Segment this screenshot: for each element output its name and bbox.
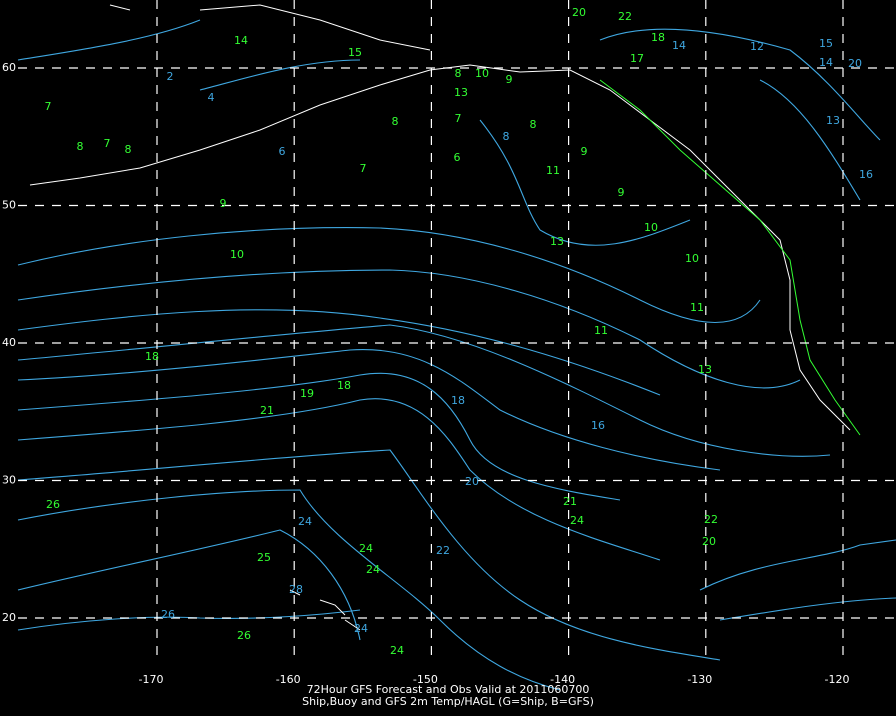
ship-obs: 20 (702, 535, 716, 548)
ship-obs: 24 (390, 644, 404, 657)
ship-obs: 22 (618, 10, 632, 23)
gfs-label: 28 (289, 583, 303, 596)
ship-obs: 8 (77, 140, 84, 153)
ship-obs: 6 (454, 151, 461, 164)
ship-obs: 13 (698, 363, 712, 376)
lat-label: 50 (2, 199, 16, 212)
ship-obs: 18 (145, 350, 159, 363)
ship-obs: 10 (475, 67, 489, 80)
lat-label: 60 (2, 61, 16, 74)
lon-label: -170 (139, 673, 164, 686)
lon-label: -140 (550, 673, 575, 686)
gfs-label: 26 (161, 608, 175, 621)
ship-obs: 11 (594, 324, 608, 337)
gfs-label: 16 (859, 168, 873, 181)
ship-obs: 8 (455, 67, 462, 80)
ship-obs: 8 (125, 143, 132, 156)
contours (17, 19, 896, 691)
ship-obs: 26 (46, 498, 60, 511)
gfs-label: 22 (436, 544, 450, 557)
gfs-label: 16 (591, 419, 605, 432)
gfs-label: 20 (848, 57, 862, 70)
lon-label: -150 (413, 673, 438, 686)
lon-label: -130 (687, 673, 712, 686)
ship-obs: 13 (550, 235, 564, 248)
graticule: -170 -160 -150 -140 -130 -120 60 50 40 30 20 (2, 0, 896, 686)
ship-obs: 26 (237, 629, 251, 642)
gfs-label: 20 (465, 475, 479, 488)
gfs-label: 12 (750, 40, 764, 53)
ship-obs: 21 (260, 404, 274, 417)
ship-obs: 14 (234, 34, 248, 47)
ship-obs: 18 (651, 31, 665, 44)
ship-obs: 21 (563, 495, 577, 508)
gfs-label: 8 (503, 130, 510, 143)
ship-obs: 10 (644, 221, 658, 234)
ship-obs: 11 (690, 301, 704, 314)
ship-obs: 9 (581, 145, 588, 158)
title-line: Ship,Buoy and GFS 2m Temp/HAGL (G=Ship, … (302, 695, 594, 708)
gfs-label: 14 (819, 56, 833, 69)
ship-obs: 20 (572, 6, 586, 19)
gfs-label: 13 (826, 114, 840, 127)
ship-obs: 19 (300, 387, 314, 400)
gfs-label: 6 (279, 145, 286, 158)
gfs-label: 14 (672, 39, 686, 52)
ship-obs: 7 (104, 137, 111, 150)
title-line: 72Hour GFS Forecast and Obs Valid at 201… (307, 683, 590, 696)
ship-obs: 24 (359, 542, 373, 555)
gfs-label: 2 (167, 70, 174, 83)
ship-obs: 9 (220, 197, 227, 210)
ship-obs: 17 (630, 52, 644, 65)
ship-obs: 10 (685, 252, 699, 265)
ship-obs: 7 (360, 162, 367, 175)
ship-obs: 22 (704, 513, 718, 526)
ship-obs: 8 (392, 115, 399, 128)
lat-label: 30 (2, 474, 16, 487)
ship-obs: 9 (506, 73, 513, 86)
gfs-label: 15 (819, 37, 833, 50)
lon-label: -120 (825, 673, 850, 686)
ship-obs: 24 (570, 514, 584, 527)
gfs-label: 24 (354, 622, 368, 635)
ship-obs: 11 (546, 164, 560, 177)
ship-obs: 7 (455, 112, 462, 125)
lon-label: -160 (276, 673, 301, 686)
ship-obs: 8 (530, 118, 537, 131)
ship-obs: 18 (337, 379, 351, 392)
coastline (29, 4, 861, 631)
gfs-label: 24 (298, 515, 312, 528)
gfs-label: 4 (208, 91, 215, 104)
ship-obs: 7 (45, 100, 52, 113)
ship-obs: 25 (257, 551, 271, 564)
lat-label: 40 (2, 336, 16, 349)
gfs-label: 18 (451, 394, 465, 407)
ship-obs: 13 (454, 86, 468, 99)
ship-obs: 15 (348, 46, 362, 59)
ship-obs: 24 (366, 563, 380, 576)
lat-label: 20 (2, 611, 16, 624)
ship-obs: 9 (618, 186, 625, 199)
ship-obs: 10 (230, 248, 244, 261)
